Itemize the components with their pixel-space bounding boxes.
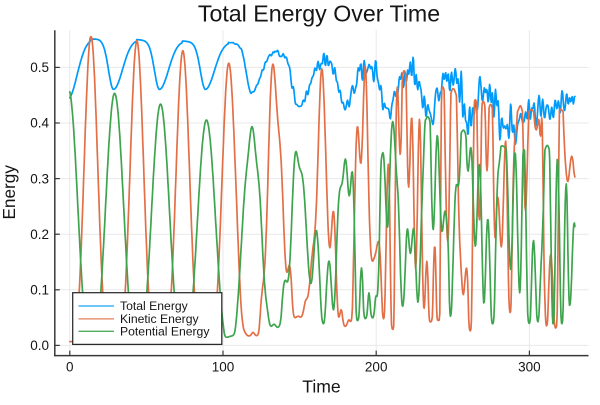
svg-text:0.5: 0.5 <box>30 60 49 75</box>
svg-text:0.1: 0.1 <box>30 283 49 298</box>
svg-text:100: 100 <box>212 360 235 375</box>
svg-text:200: 200 <box>365 360 388 375</box>
svg-text:Kinetic Energy: Kinetic Energy <box>120 312 199 326</box>
svg-text:Energy: Energy <box>0 165 19 220</box>
svg-text:0.2: 0.2 <box>30 227 49 242</box>
svg-text:0.4: 0.4 <box>30 116 49 131</box>
svg-text:Potential Energy: Potential Energy <box>120 325 210 339</box>
svg-text:Total Energy: Total Energy <box>120 299 189 313</box>
svg-text:0.3: 0.3 <box>30 171 49 186</box>
svg-text:0: 0 <box>66 360 74 375</box>
svg-text:0.0: 0.0 <box>30 338 49 353</box>
svg-text:300: 300 <box>518 360 541 375</box>
svg-text:Time: Time <box>302 376 340 396</box>
svg-text:Total Energy Over Time: Total Energy Over Time <box>198 0 440 26</box>
